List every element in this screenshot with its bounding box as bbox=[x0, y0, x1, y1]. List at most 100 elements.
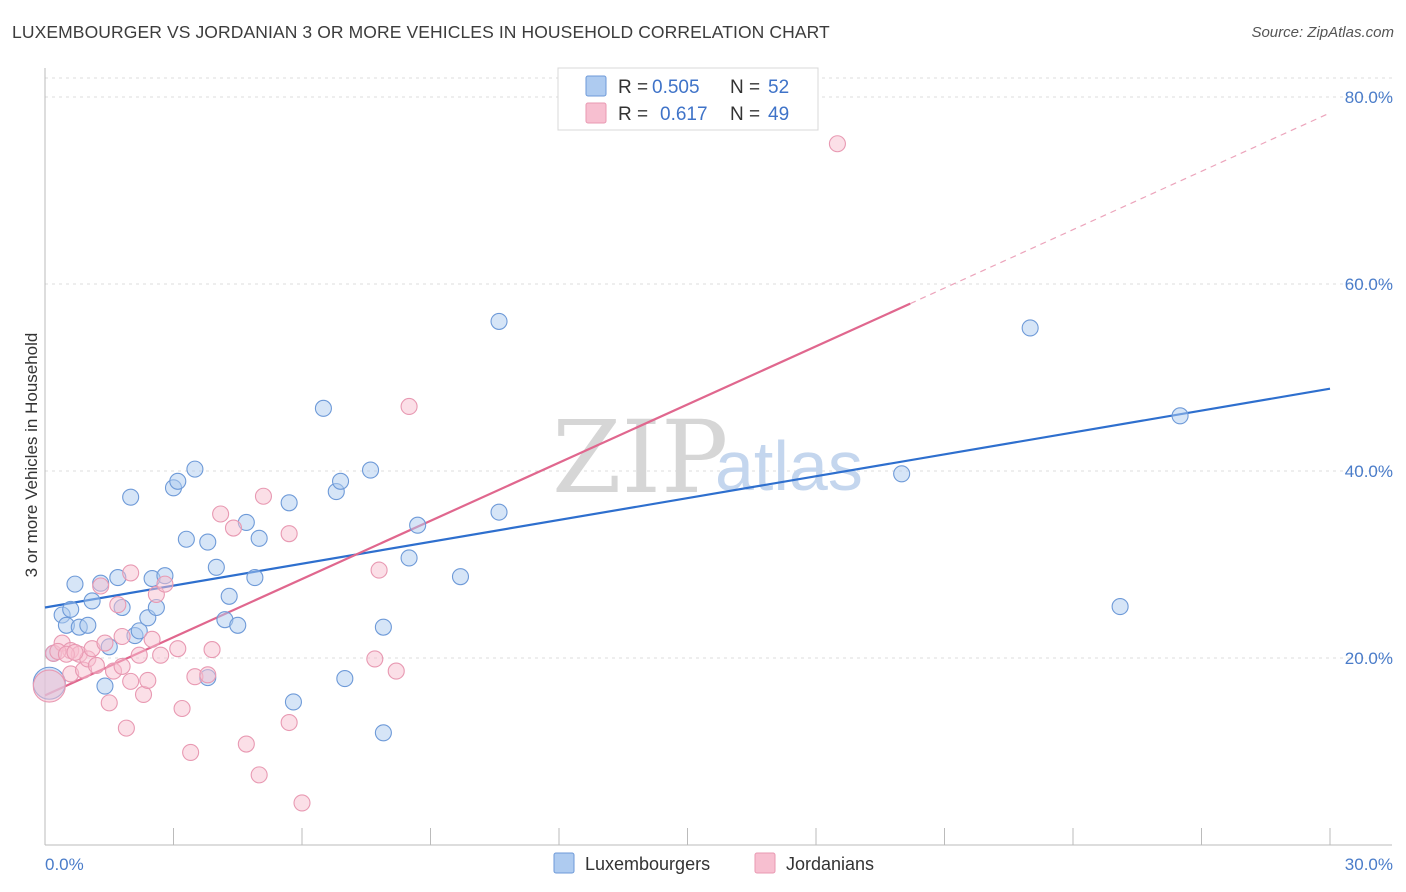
watermark-atlas: atlas bbox=[715, 427, 863, 505]
point-luxembourgers bbox=[83, 592, 101, 610]
point-luxembourgers bbox=[66, 575, 84, 593]
x-tick-label: 0.0% bbox=[45, 855, 84, 874]
point-luxembourgers bbox=[331, 472, 350, 490]
point-jordanians bbox=[117, 719, 135, 737]
point-luxembourgers bbox=[79, 616, 97, 634]
point-luxembourgers bbox=[246, 569, 264, 587]
point-jordanians bbox=[169, 640, 187, 658]
point-luxembourgers bbox=[1111, 598, 1129, 616]
point-luxembourgers bbox=[96, 677, 114, 695]
point-luxembourgers bbox=[130, 622, 148, 640]
trend-lines bbox=[44, 112, 1331, 697]
point-jordanians bbox=[130, 646, 148, 664]
point-jordanians bbox=[254, 487, 273, 505]
legend-r-label-1: R = bbox=[618, 77, 648, 98]
point-luxembourgers bbox=[1171, 407, 1189, 425]
legend-n-value-2: 49 bbox=[768, 104, 789, 125]
point-jordanians bbox=[66, 643, 84, 661]
point-jordanians bbox=[122, 672, 140, 690]
point-jordanians bbox=[224, 519, 243, 537]
trend-line-jordanians bbox=[44, 302, 911, 697]
point-luxembourgers bbox=[229, 616, 247, 634]
point-jordanians bbox=[113, 657, 131, 675]
y-axis-title: 3 or more Vehicles in Household bbox=[22, 333, 41, 578]
bottom-legend-jordanians: Jordanians bbox=[786, 854, 874, 874]
axes bbox=[44, 68, 1392, 846]
point-luxembourgers bbox=[284, 693, 302, 711]
point-luxembourgers bbox=[199, 533, 217, 551]
point-jordanians bbox=[280, 525, 298, 543]
bottom-legend-luxembourgers: Luxembourgers bbox=[585, 854, 710, 874]
legend-n-label-2: N = bbox=[730, 104, 760, 125]
trend-extension-jordanians bbox=[909, 112, 1331, 305]
point-luxembourgers bbox=[186, 460, 204, 478]
point-jordanians bbox=[32, 669, 66, 703]
legend-swatch-jordanians bbox=[585, 102, 607, 124]
legend-r-label-2: R = bbox=[618, 104, 648, 125]
point-luxembourgers bbox=[177, 530, 195, 548]
watermark-zip: ZIP bbox=[552, 399, 728, 516]
point-luxembourgers bbox=[314, 399, 332, 417]
chart-title: LUXEMBOURGER VS JORDANIAN 3 OR MORE VEHI… bbox=[12, 22, 830, 42]
grid-lines bbox=[45, 77, 1392, 659]
point-jordanians bbox=[87, 656, 105, 675]
source-label: Source: ZipAtlas.com bbox=[1251, 24, 1394, 41]
point-jordanians bbox=[366, 650, 384, 668]
point-luxembourgers bbox=[409, 516, 427, 534]
point-jordanians bbox=[152, 646, 170, 664]
point-jordanians bbox=[237, 735, 255, 753]
y-tick-label: 60.0% bbox=[1345, 275, 1393, 294]
point-jordanians bbox=[109, 596, 127, 614]
bottom-legend: Luxembourgers Jordanians bbox=[553, 852, 874, 874]
point-jordanians bbox=[156, 575, 174, 593]
point-jordanians bbox=[387, 662, 405, 680]
point-luxembourgers bbox=[122, 488, 140, 506]
legend-swatch-luxembourgers bbox=[585, 75, 607, 97]
point-luxembourgers bbox=[280, 494, 298, 512]
y-tick-label: 40.0% bbox=[1345, 462, 1393, 481]
point-luxembourgers bbox=[893, 465, 911, 483]
point-jordanians bbox=[203, 641, 221, 659]
point-jordanians bbox=[370, 561, 388, 579]
point-jordanians bbox=[96, 634, 114, 652]
point-luxembourgers bbox=[451, 568, 470, 586]
legend-r-value-2: 0.617 bbox=[660, 104, 708, 125]
point-luxembourgers bbox=[490, 503, 508, 521]
point-jordanians bbox=[828, 135, 846, 153]
point-jordanians bbox=[182, 743, 200, 761]
point-luxembourgers bbox=[169, 472, 187, 490]
legend-n-value-1: 52 bbox=[768, 77, 789, 98]
point-luxembourgers bbox=[490, 312, 508, 330]
x-tick-labels: 0.0% 30.0% bbox=[45, 855, 1393, 874]
point-luxembourgers bbox=[1021, 319, 1039, 337]
x-tick-label: 30.0% bbox=[1345, 855, 1393, 874]
y-tick-labels: 20.0% 40.0% 60.0% 80.0% bbox=[1345, 88, 1393, 668]
point-jordanians bbox=[173, 699, 191, 718]
legend: R = 0.505 N = 52 R = 0.617 N = 49 bbox=[557, 67, 819, 131]
y-tick-label: 80.0% bbox=[1345, 88, 1393, 107]
data-points bbox=[32, 135, 1189, 812]
legend-r-value-1: 0.505 bbox=[652, 77, 700, 98]
point-luxembourgers bbox=[220, 587, 238, 605]
point-jordanians bbox=[92, 577, 110, 595]
point-luxembourgers bbox=[361, 461, 380, 479]
point-luxembourgers bbox=[374, 618, 392, 636]
point-jordanians bbox=[143, 630, 161, 648]
point-jordanians bbox=[122, 564, 140, 582]
point-luxembourgers bbox=[62, 600, 80, 618]
point-jordanians bbox=[293, 794, 311, 812]
point-luxembourgers bbox=[207, 558, 225, 576]
bottom-legend-swatch-luxembourgers bbox=[553, 852, 575, 874]
point-jordanians bbox=[212, 505, 230, 523]
legend-n-label-1: N = bbox=[730, 77, 760, 98]
point-luxembourgers bbox=[250, 529, 268, 547]
point-jordanians bbox=[113, 627, 131, 646]
point-luxembourgers bbox=[400, 549, 418, 567]
point-jordanians bbox=[400, 397, 418, 416]
bottom-legend-swatch-jordanians bbox=[754, 852, 776, 874]
point-jordanians bbox=[280, 713, 298, 732]
watermark: ZIP atlas bbox=[552, 399, 863, 516]
point-luxembourgers bbox=[374, 724, 392, 742]
point-jordanians bbox=[139, 671, 157, 689]
